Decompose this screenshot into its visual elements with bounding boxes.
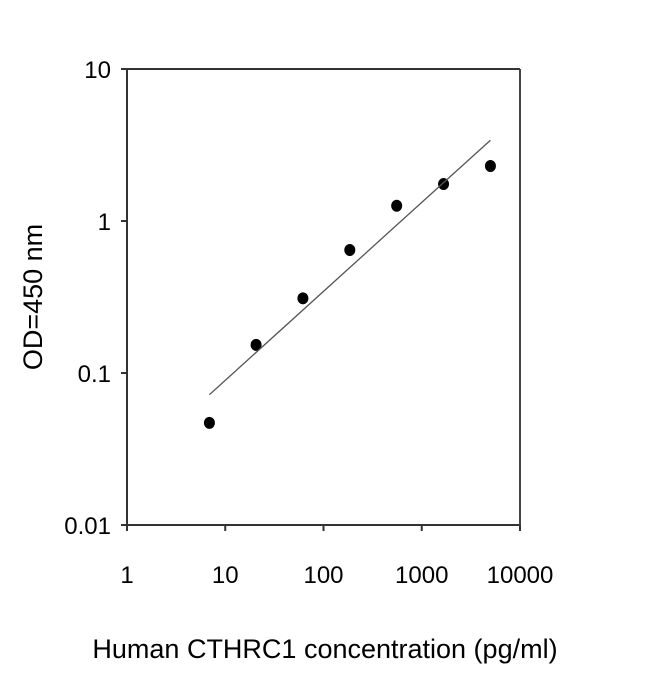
x-axis-title: Human CTHRC1 concentration (pg/ml): [92, 634, 557, 664]
data-series: [203, 139, 496, 429]
x-tick-label: 100: [303, 562, 343, 589]
x-tick-label: 1000: [395, 562, 448, 589]
tick-labels: 1 10 100 1000 10000 0.01 0.1 1 10: [64, 57, 553, 589]
x-tick-label: 10000: [487, 562, 554, 589]
x-tick-label: 1: [120, 562, 133, 589]
y-tick-label: 1: [98, 209, 111, 236]
data-point: [438, 178, 450, 191]
y-tick-label: 10: [84, 57, 111, 84]
data-point: [203, 416, 215, 429]
x-tick-label: 10: [212, 562, 239, 589]
plot-frame: [126, 68, 521, 526]
data-point: [297, 292, 309, 305]
y-tick-label: 0.01: [64, 513, 111, 540]
fit-line: [208, 139, 491, 396]
data-point: [484, 160, 496, 173]
data-point: [391, 199, 403, 212]
y-tick-label: 0.1: [78, 361, 111, 388]
axis-ticks: [121, 68, 521, 531]
data-point: [344, 243, 356, 256]
y-axis-title: OD=450 nm: [18, 224, 48, 370]
data-point: [250, 338, 262, 351]
